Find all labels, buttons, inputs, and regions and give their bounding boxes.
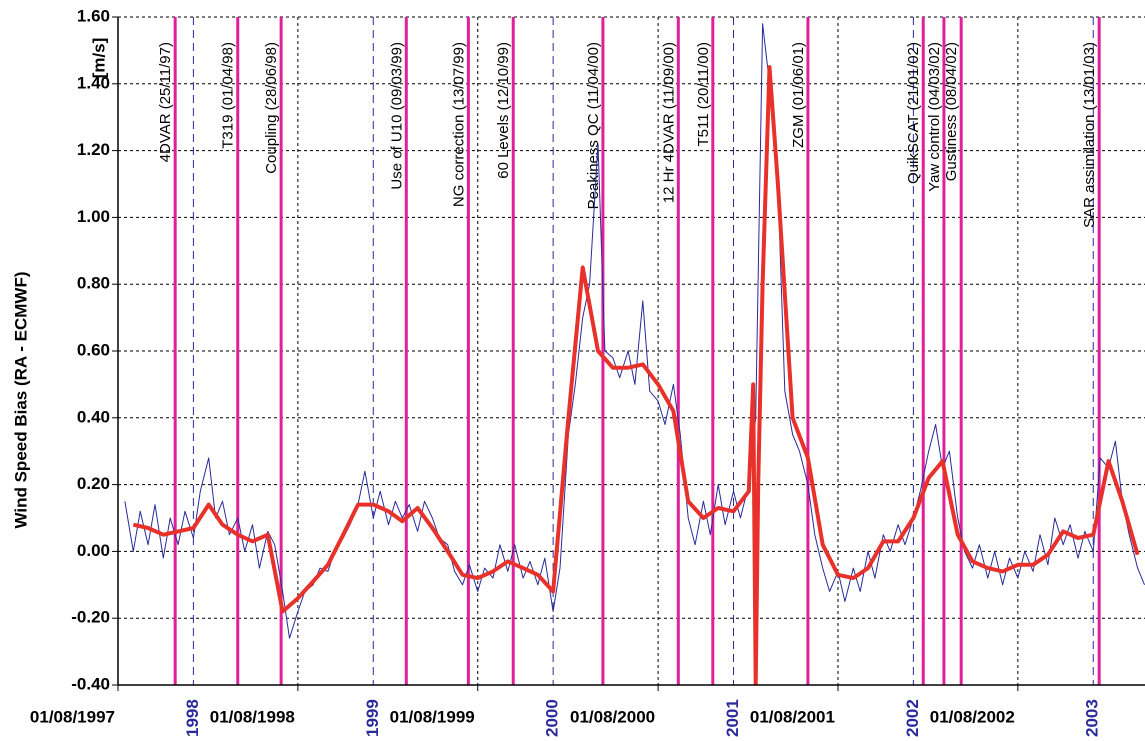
event-label: Yaw control (04/03/02) xyxy=(926,42,943,192)
event-label: QuikSCAT (21/01/02) xyxy=(905,42,922,184)
event-label: NG correction (13/07/99) xyxy=(450,42,467,207)
event-label: Gustiness (08/04/02) xyxy=(943,42,960,181)
event-label: Use of U10 (09/03/99) xyxy=(388,42,405,190)
year-tick-label: 2002 xyxy=(903,699,922,737)
x-tick-label: 01/08/2000 xyxy=(570,707,655,726)
event-label: Coupling (28/06/98) xyxy=(263,42,280,174)
axes xyxy=(117,17,1145,686)
y-tick-label: 0.20 xyxy=(77,474,110,493)
y-axis-unit: [m/s] xyxy=(89,38,108,79)
y-tick-label: 0.00 xyxy=(77,541,110,560)
y-tick-label: 0.60 xyxy=(77,340,110,359)
grid xyxy=(112,16,1145,691)
event-label: Peakiness QC (11/04/00) xyxy=(585,42,602,209)
y-tick-label: 1.60 xyxy=(77,6,110,25)
x-tick-label: 01/08/1997 xyxy=(30,707,115,726)
y-tick-label: 0.80 xyxy=(77,274,110,293)
event-label: 4DVAR (25/11/97) xyxy=(157,42,174,162)
y-tick-label: 1.00 xyxy=(77,207,110,226)
event-label: ZGM (01/06/01) xyxy=(790,42,807,148)
plot-lines xyxy=(124,23,1145,685)
year-tick-label: 2003 xyxy=(1083,699,1102,737)
y-axis-label: Wind Speed Bias (RA - ECMWF) xyxy=(11,271,30,528)
x-tick-label: 01/08/2001 xyxy=(750,707,835,726)
y-tick-label: -0.20 xyxy=(71,608,110,627)
y-tick-label: -0.40 xyxy=(71,674,110,693)
year-tick-label: 2000 xyxy=(543,699,562,737)
event-label: 12 Hr 4DVAR (11/09/00) xyxy=(660,42,677,203)
event-label: T319 (01/04/98) xyxy=(220,42,237,149)
event-label: SAR assimilation (13/01/03) xyxy=(1081,42,1098,228)
year-tick-label: 1999 xyxy=(363,699,382,737)
y-tick-label: 1.20 xyxy=(77,140,110,159)
x-tick-label: 01/08/1998 xyxy=(210,707,295,726)
series-line xyxy=(132,65,1140,685)
y-tick-label: 1.40 xyxy=(77,73,110,92)
event-label: 60 Levels (12/10/99) xyxy=(495,42,512,179)
year-tick-label: 2001 xyxy=(723,699,742,737)
event-label: T511 (20/11/00) xyxy=(695,42,712,147)
year-tick-label: 1998 xyxy=(183,699,202,737)
y-tick-label: 0.40 xyxy=(77,407,110,426)
x-tick-label: 01/08/2002 xyxy=(930,707,1015,726)
annotations: 4DVAR (25/11/97) T319 (01/04/98) Coupling … xyxy=(157,17,1101,685)
x-tick-label: 01/08/1999 xyxy=(390,707,475,726)
